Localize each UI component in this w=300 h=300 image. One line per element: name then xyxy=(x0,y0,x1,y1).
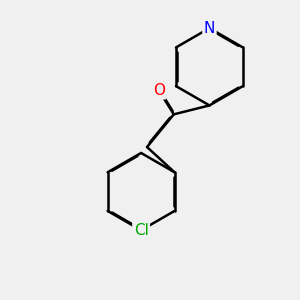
Text: N: N xyxy=(204,21,215,36)
Text: O: O xyxy=(153,83,165,98)
Text: Cl: Cl xyxy=(134,223,148,238)
